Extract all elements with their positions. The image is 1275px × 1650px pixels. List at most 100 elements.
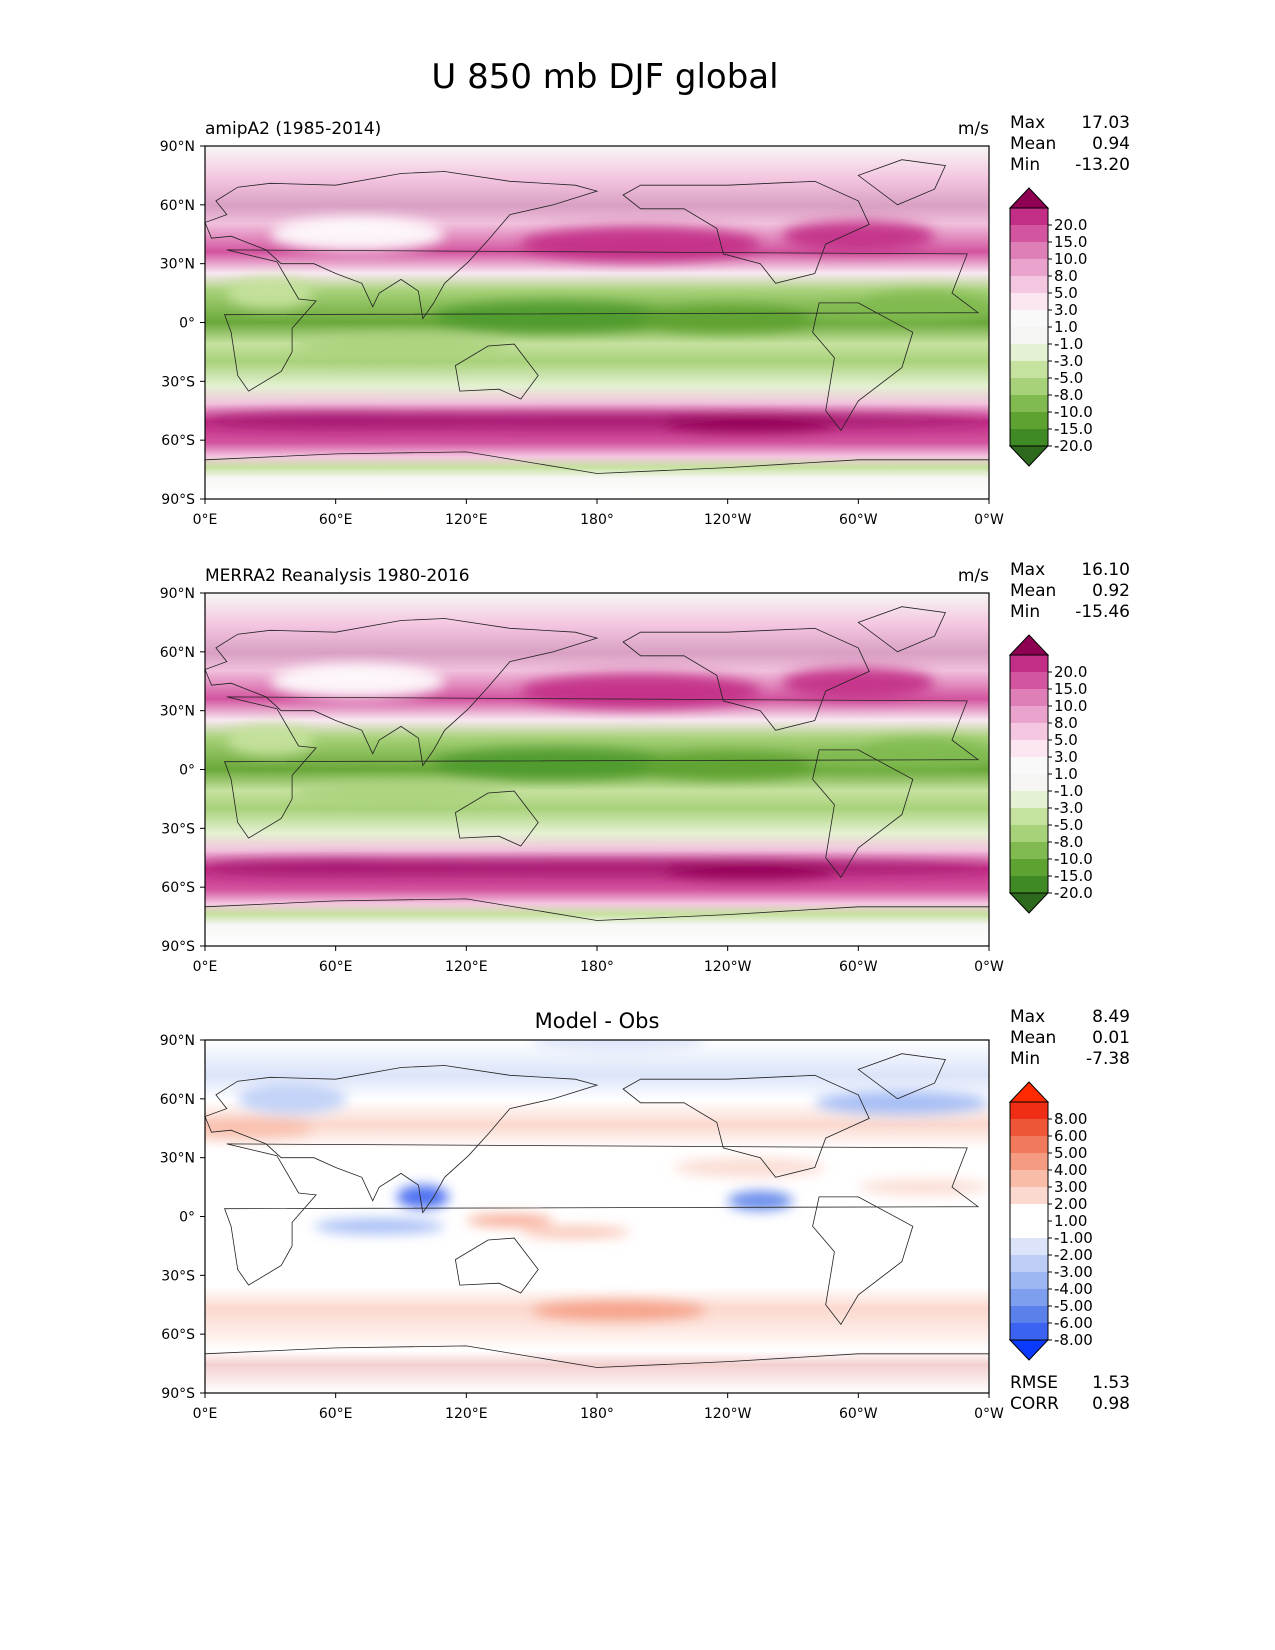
y-tick-label: 90°S xyxy=(161,492,195,508)
stat-label: Min xyxy=(1010,155,1040,175)
colorbar-segment xyxy=(1010,689,1048,706)
colorbar-segment xyxy=(1010,276,1048,293)
colorbar-label: -6.00 xyxy=(1054,1314,1093,1332)
y-tick-label: 30°S xyxy=(161,821,195,837)
colorbar-segment xyxy=(1010,208,1048,225)
y-tick-label: 90°N xyxy=(160,586,195,602)
y-tick-label: 30°N xyxy=(160,257,195,273)
coastline xyxy=(857,159,946,206)
field-blob xyxy=(814,1090,989,1115)
field-blob xyxy=(237,1083,347,1115)
x-tick-label: 120°E xyxy=(445,1406,488,1422)
field-blob xyxy=(858,291,989,323)
colorbar-label: 3.00 xyxy=(1054,1178,1087,1196)
colorbar-label: -10.0 xyxy=(1054,403,1093,421)
y-tick-label: 0° xyxy=(179,1210,195,1226)
colorbar-label: 20.0 xyxy=(1054,663,1087,681)
colorbar-extend-bottom xyxy=(1008,445,1050,467)
y-tick-label: 90°S xyxy=(161,1386,195,1402)
x-tick-label: 0°E xyxy=(193,959,218,975)
colorbar-segment xyxy=(1010,344,1048,361)
x-tick-label: 60°E xyxy=(319,512,353,528)
x-tick-label: 60°E xyxy=(319,1406,353,1422)
colorbar-label: -1.0 xyxy=(1054,782,1083,800)
x-tick-label: 120°E xyxy=(445,512,488,528)
colorbar-segment xyxy=(1010,757,1048,774)
colorbar-label: -4.00 xyxy=(1054,1280,1093,1298)
y-tick-label: 30°S xyxy=(161,374,195,390)
stat-label: Max xyxy=(1010,560,1045,580)
stat-label: Mean xyxy=(1010,134,1056,154)
panels: 0°E 60°E 120°E 180° 120°W 60°W 0°W 90°N 60°N 30°N… xyxy=(160,113,1130,1422)
colorbar-segment xyxy=(1010,842,1048,859)
field-blob xyxy=(782,667,935,699)
field-blob xyxy=(226,724,314,756)
coastline xyxy=(812,302,914,432)
x-tick-label: 120°W xyxy=(704,1406,752,1422)
stat-label: Max xyxy=(1010,1007,1045,1027)
panel-title: amipA2 (1985-2014) xyxy=(205,119,381,139)
colorbar-segment xyxy=(1010,740,1048,757)
colorbar-segment xyxy=(1010,225,1048,242)
colorbar-segment xyxy=(1010,791,1048,808)
colorbar-segment xyxy=(1010,242,1048,259)
stat-value: -13.20 xyxy=(1075,155,1130,175)
colorbar-label: 5.0 xyxy=(1054,731,1078,749)
field-blob xyxy=(270,663,445,699)
extra-stat-value: 1.53 xyxy=(1092,1373,1130,1393)
coastlines xyxy=(205,159,989,499)
colorbar-segment xyxy=(1010,1204,1048,1221)
y-tick-label: 30°S xyxy=(161,1268,195,1284)
y-tick-label: 60°N xyxy=(160,1092,195,1108)
colorbar-segment xyxy=(1010,1102,1048,1119)
colorbar-label: 8.00 xyxy=(1054,1110,1087,1128)
colorbar-label: 3.0 xyxy=(1054,301,1078,319)
field-blob xyxy=(662,416,837,433)
colorbar-label: -8.0 xyxy=(1054,386,1083,404)
extra-stat-label: RMSE xyxy=(1010,1373,1058,1393)
field-blob xyxy=(531,1040,706,1052)
colorbar-segment xyxy=(1010,310,1048,327)
colorbar-label: -1.00 xyxy=(1054,1229,1093,1247)
y-tick-label: 90°N xyxy=(160,1033,195,1049)
colorbar-segment xyxy=(1010,361,1048,378)
colorbar-label: 1.0 xyxy=(1054,318,1078,336)
colorbar-label: -2.00 xyxy=(1054,1246,1093,1264)
x-tick-label: 0°E xyxy=(193,1406,218,1422)
colorbar: 8.006.005.004.003.002.001.00-1.00-2.00-3… xyxy=(1008,1081,1093,1361)
coastlines xyxy=(205,606,989,946)
colorbar-segment xyxy=(1010,1153,1048,1170)
extra-stat-label: CORR xyxy=(1010,1394,1059,1414)
x-tick-label: 60°E xyxy=(319,959,353,975)
coastline xyxy=(812,1196,914,1326)
field-blob xyxy=(205,1118,314,1139)
panel-3: 0°E 60°E 120°E 180° 120°W 60°W 0°W 90°N 60°N 30°N… xyxy=(160,1007,1130,1422)
units-label: m/s xyxy=(958,119,989,139)
coastline xyxy=(454,790,539,847)
field-blob xyxy=(466,1214,554,1227)
colorbar-segment xyxy=(1010,395,1048,412)
colorbar-label: -3.0 xyxy=(1054,352,1083,370)
y-tick-label: 30°N xyxy=(160,1151,195,1167)
field-blob xyxy=(727,1191,793,1211)
y-tick-label: 90°S xyxy=(161,939,195,955)
colorbar-label: 4.00 xyxy=(1054,1161,1087,1179)
x-tick-label: 120°W xyxy=(704,959,752,975)
colorbar-label: 2.00 xyxy=(1054,1195,1087,1213)
colorbar-label: -3.0 xyxy=(1054,799,1083,817)
colorbar-segment xyxy=(1010,259,1048,276)
colorbar-label: -5.0 xyxy=(1054,369,1083,387)
coastline xyxy=(622,180,870,284)
y-tick-label: 0° xyxy=(179,763,195,779)
colorbar-segment xyxy=(1010,1221,1048,1238)
x-tick-label: 60°W xyxy=(839,959,878,975)
colorbar-label: -15.0 xyxy=(1054,867,1093,885)
colorbar-label: 8.0 xyxy=(1054,267,1078,285)
colorbar-segment xyxy=(1010,1187,1048,1204)
stat-value: 0.94 xyxy=(1092,134,1130,154)
field-blob xyxy=(205,859,467,876)
field-blob xyxy=(662,863,837,880)
colorbar-segment xyxy=(1010,774,1048,791)
colorbar-segment xyxy=(1010,1306,1048,1323)
